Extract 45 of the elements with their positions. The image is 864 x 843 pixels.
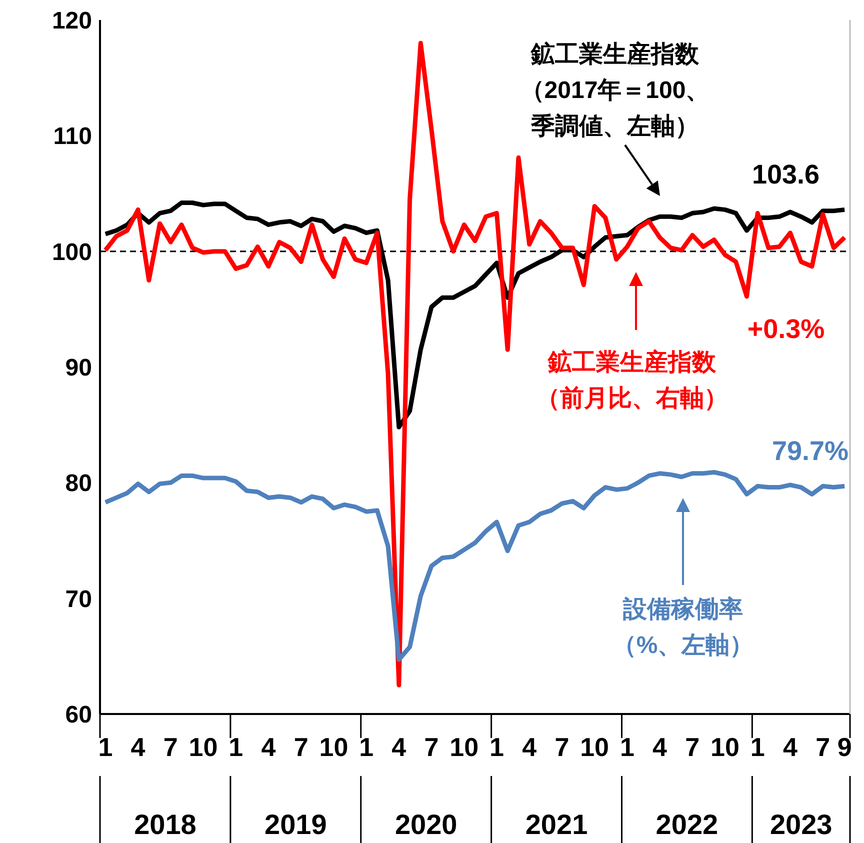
x-tick-label: 4 [782, 732, 798, 762]
data-label: 79.7% [772, 436, 849, 466]
x-tick-label: 4 [130, 732, 146, 762]
x-tick-label: 7 [816, 732, 830, 762]
y-tick-label: 120 [52, 8, 92, 35]
text: 設備稼働率（%、左軸） [612, 596, 754, 659]
line-series [103, 40, 847, 688]
x-tick-label: 9 [837, 732, 852, 762]
y-tick-label: 60 [65, 702, 92, 729]
x-tick-label: 7 [294, 732, 308, 762]
x-tick-label: 4 [392, 732, 407, 762]
x-tick-label: 7 [424, 732, 439, 762]
x-tick-label: 10 [710, 732, 740, 762]
legend-label: 鉱工業生産指数（前月比、右軸） [536, 349, 728, 412]
x-tick-label: 4 [652, 732, 668, 762]
text: 2019 [264, 809, 327, 840]
x-tick-label: 10 [319, 732, 348, 762]
y-tick-label: 80 [65, 470, 92, 498]
x-tick-label: 7 [554, 732, 570, 762]
annotation: +0.3% [747, 314, 825, 344]
x-tick-label: 1 [359, 732, 374, 762]
text: 2021 [525, 809, 588, 840]
x-tick-label: 10 [450, 732, 479, 762]
x-tick-label: 1 [750, 732, 765, 762]
x-tick-label: 7 [163, 732, 178, 762]
y-tick-label: 70 [65, 586, 92, 613]
x-tick-label: 10 [188, 732, 218, 762]
y-tick-label: 100 [52, 238, 92, 266]
x-tick-label: 7 [685, 732, 700, 762]
text: 2018 [134, 809, 196, 840]
data-label: 103.6 [752, 160, 820, 190]
x-tick-label: 10 [580, 732, 610, 762]
x-tick-label: 4 [522, 732, 538, 762]
x-tick-label: 1 [620, 732, 634, 762]
x-tick-label: 1 [490, 732, 504, 762]
text: 2020 [394, 809, 458, 840]
y-tick-label: 110 [53, 123, 92, 150]
x-tick-label: 1 [228, 732, 244, 762]
text: 鉱工業生産指数（2017年＝100、季調値、左軸） [520, 41, 710, 140]
x-tick-label: 4 [261, 732, 276, 762]
text: 2023 [770, 809, 832, 840]
text: 2022 [656, 809, 718, 840]
line-series [103, 470, 847, 662]
x-tick-label: 1 [98, 732, 113, 762]
y-tick-label: 90 [65, 354, 92, 382]
